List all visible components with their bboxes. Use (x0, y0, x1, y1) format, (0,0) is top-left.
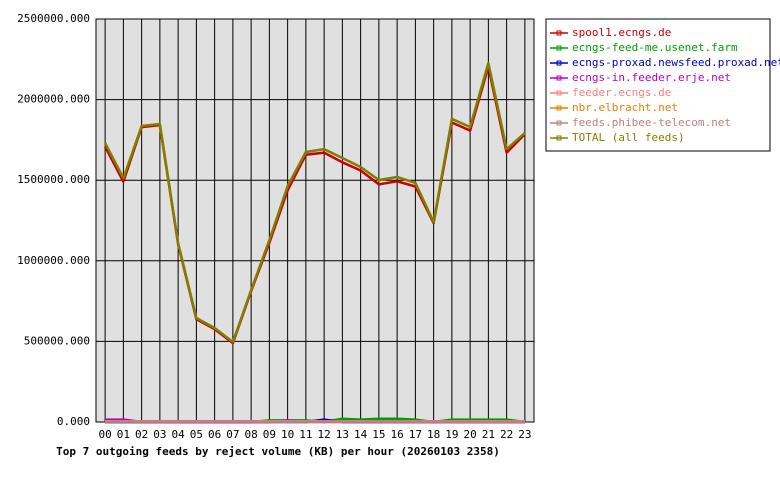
x-tick-label: 03 (153, 428, 166, 441)
series-line (104, 61, 526, 344)
y-tick-label: 2000000.000 (17, 93, 90, 106)
legend-marker (556, 45, 562, 51)
legend-label: feeds.phibee-telecom.net (572, 116, 731, 129)
plot-area (95, 18, 535, 423)
legend-marker (556, 90, 562, 96)
x-tick-label: 22 (500, 428, 513, 441)
legend-label: TOTAL (all feeds) (572, 131, 685, 144)
x-tick-label: 01 (117, 428, 130, 441)
chart-title: Top 7 outgoing feeds by reject volume (K… (56, 445, 500, 458)
legend-label: ecngs-feed-me.usenet.farm (572, 41, 738, 54)
x-tick-label: 17 (409, 428, 422, 441)
x-tick-label: 21 (482, 428, 495, 441)
x-tick-label: 14 (354, 428, 368, 441)
x-tick-label: 00 (99, 428, 112, 441)
legend-label: spool1.ecngs.de (572, 26, 671, 39)
x-tick-label: 20 (464, 428, 477, 441)
x-tick-label: 10 (281, 428, 294, 441)
x-tick-label: 04 (172, 428, 186, 441)
x-tick-label: 15 (372, 428, 385, 441)
x-tick-label: 19 (445, 428, 458, 441)
legend-label: nbr.elbracht.net (572, 101, 678, 114)
x-tick-label: 05 (190, 428, 203, 441)
y-tick-label: 1500000.000 (17, 173, 90, 186)
legend-marker (556, 60, 562, 66)
x-tick-label: 18 (427, 428, 440, 441)
x-tick-label: 13 (336, 428, 349, 441)
legend-box (545, 18, 771, 152)
x-tick-label: 06 (208, 428, 221, 441)
legend-marker (556, 30, 562, 36)
y-tick-label: 500000.000 (24, 334, 90, 347)
x-tick-label: 16 (391, 428, 404, 441)
legend-marker (556, 120, 562, 126)
y-tick-label: 2500000.000 (17, 12, 90, 25)
legend-label: ecngs-in.feeder.erje.net (572, 71, 731, 84)
legend-marker (556, 75, 562, 81)
x-tick-label: 23 (518, 428, 531, 441)
legend-marker (556, 105, 562, 111)
x-tick-label: 07 (226, 428, 239, 441)
legend-label: feeder.ecngs.de (572, 86, 671, 99)
x-tick-label: 12 (318, 428, 331, 441)
x-tick-label: 08 (245, 428, 258, 441)
y-tick-label: 0.000 (57, 415, 90, 428)
y-tick-label: 1000000.000 (17, 254, 90, 267)
x-tick-label: 09 (263, 428, 276, 441)
legend-marker (556, 135, 562, 141)
x-tick-label: 02 (135, 428, 148, 441)
legend-label: ecngs-proxad.newsfeed.proxad.net (572, 56, 780, 69)
x-tick-label: 11 (299, 428, 312, 441)
